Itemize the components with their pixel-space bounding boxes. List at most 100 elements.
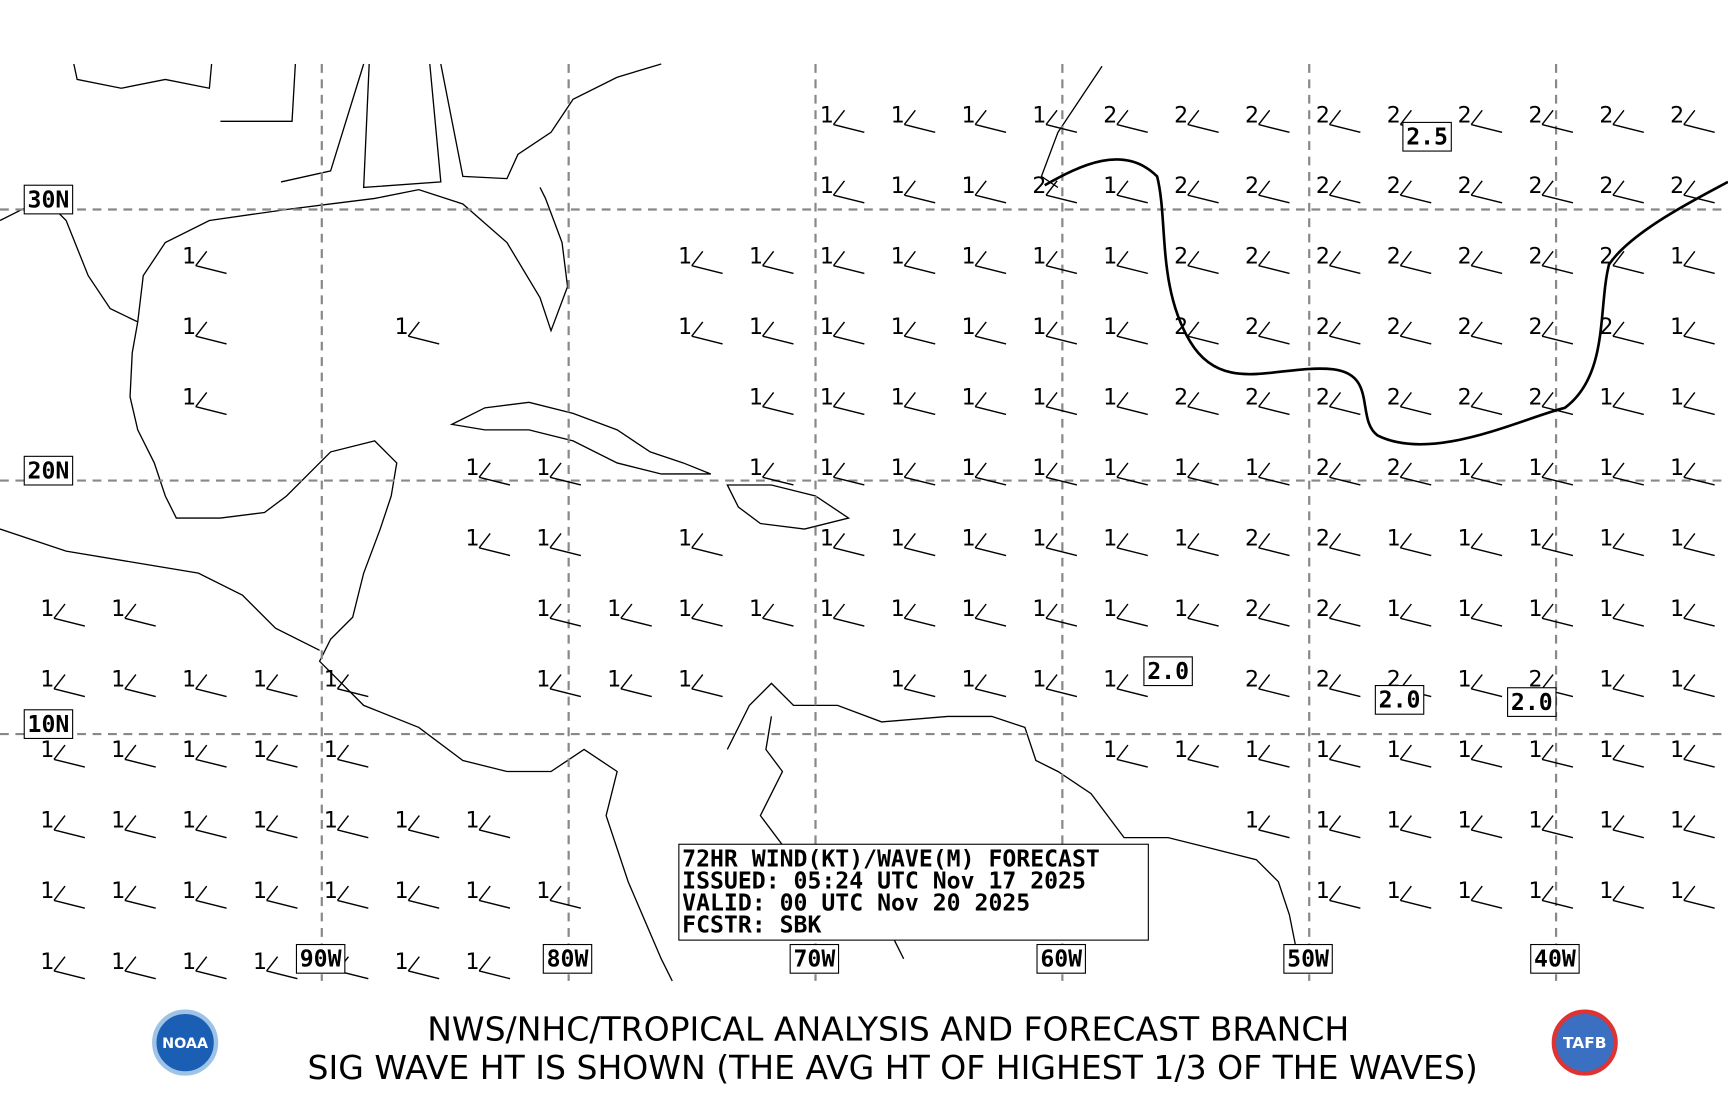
wave-height: 1	[1670, 738, 1684, 763]
wave-height: 1	[891, 103, 905, 128]
wind-barb	[1258, 815, 1290, 839]
wave-height: 1	[1032, 244, 1046, 269]
wind-barb	[1116, 674, 1148, 698]
wave-height: 2	[1316, 597, 1330, 622]
wave-height: 1	[536, 879, 550, 904]
wind-barb	[1541, 533, 1574, 557]
wind-barb	[1683, 603, 1715, 627]
wave-height: 2	[1245, 103, 1259, 128]
wave-height: 1	[678, 527, 692, 552]
wave-height: 1	[1670, 386, 1684, 411]
longitude-label: 80W	[547, 947, 589, 973]
wind-barb	[1258, 250, 1290, 275]
wave-height: 1	[820, 527, 834, 552]
wind-barb	[1683, 462, 1715, 486]
wave-height: 1	[182, 950, 196, 975]
wind-barb	[1187, 391, 1219, 416]
wind-barb	[1116, 250, 1148, 275]
wave-height: 1	[111, 738, 125, 763]
wave-height: 2	[1528, 174, 1542, 199]
wind-barb	[832, 533, 865, 557]
wind-barb	[1470, 885, 1503, 909]
wave-height: 1	[1103, 738, 1117, 763]
contour-label: 2.0	[1147, 659, 1189, 685]
wave-height: 1	[1245, 738, 1259, 763]
wind-barb	[1187, 744, 1219, 768]
wind-barb	[266, 815, 298, 839]
wave-height: 1	[1458, 668, 1472, 693]
wind-barb	[407, 321, 440, 345]
wind-barb	[1399, 321, 1432, 345]
wave-height: 1	[1599, 527, 1613, 552]
wind-barb	[1399, 744, 1432, 768]
longitude-label: 70W	[793, 947, 835, 973]
wave-height: 2	[1316, 174, 1330, 199]
wave-height: 1	[40, 738, 54, 763]
wind-barb	[1612, 462, 1644, 486]
wind-barb	[1470, 250, 1503, 275]
wind-barb	[1116, 109, 1148, 134]
wave-height: 1	[1174, 738, 1188, 763]
wind-barb	[1612, 744, 1644, 768]
wave-height: 1	[111, 668, 125, 693]
wave-height: 1	[253, 950, 267, 975]
wind-barb	[53, 674, 86, 698]
wind-barb	[549, 674, 582, 698]
wave-height: 1	[749, 456, 763, 481]
wind-barb	[1683, 885, 1715, 909]
wind-barb	[1399, 180, 1432, 204]
coastlines	[0, 63, 1302, 982]
longitude-label-group: 60W	[1036, 943, 1086, 974]
wave-height: 2	[1245, 597, 1259, 622]
noaa-logo-text: NOAA	[162, 1036, 208, 1052]
wind-barb	[1470, 462, 1503, 486]
longitude-label-group: 40W	[1530, 943, 1580, 974]
wind-barb	[1258, 391, 1290, 416]
wind-barb	[1045, 180, 1078, 204]
wind-barb	[1328, 391, 1361, 416]
wind-barb	[266, 744, 298, 768]
wave-height: 1	[1103, 174, 1117, 199]
wave-height: 1	[40, 597, 54, 622]
wave-height: 2	[1387, 315, 1401, 340]
wave-height: 1	[749, 244, 763, 269]
wind-barb	[1045, 603, 1078, 627]
wave-height: 2	[1599, 174, 1613, 199]
wave-height: 2	[1458, 386, 1472, 411]
wind-barb	[1116, 533, 1148, 557]
wave-height: 2	[1316, 456, 1330, 481]
contour-label-box	[1507, 687, 1557, 717]
wind-barb	[1541, 321, 1574, 345]
wave-height: 1	[891, 527, 905, 552]
footer-subtitle: SIG WAVE HT IS SHOWN (THE AVG HT OF HIGH…	[308, 1048, 1478, 1087]
wave-height: 1	[1599, 879, 1613, 904]
longitude-label-box	[542, 943, 593, 974]
wind-barb	[1470, 674, 1503, 698]
wind-barb	[549, 603, 582, 627]
wave-height: 2	[1245, 527, 1259, 552]
wave-height: 1	[1245, 456, 1259, 481]
wave-height: 1	[536, 527, 550, 552]
wind-barb	[1328, 109, 1361, 134]
wave-height: 2	[1174, 386, 1188, 411]
wind-barb	[1612, 674, 1644, 698]
longitude-label: 60W	[1040, 947, 1082, 973]
wind-barb	[1116, 462, 1148, 486]
wave-height: 1	[1458, 809, 1472, 834]
wind-barb	[762, 321, 794, 345]
wind-barb	[1045, 391, 1078, 416]
wave-height: 2	[1458, 103, 1472, 128]
wave-height: 1	[1599, 668, 1613, 693]
wind-barb	[1045, 109, 1078, 134]
wave-height: 1	[253, 879, 267, 904]
wind-barb	[1541, 462, 1574, 486]
wind-barb	[478, 815, 511, 839]
wave-height: 1	[182, 315, 196, 340]
wind-barb	[1612, 109, 1644, 134]
wave-height: 1	[1599, 738, 1613, 763]
wind-barb	[1258, 109, 1290, 134]
wave-height: 2	[1528, 244, 1542, 269]
wind-barb	[974, 533, 1007, 557]
wind-barb	[266, 956, 298, 980]
